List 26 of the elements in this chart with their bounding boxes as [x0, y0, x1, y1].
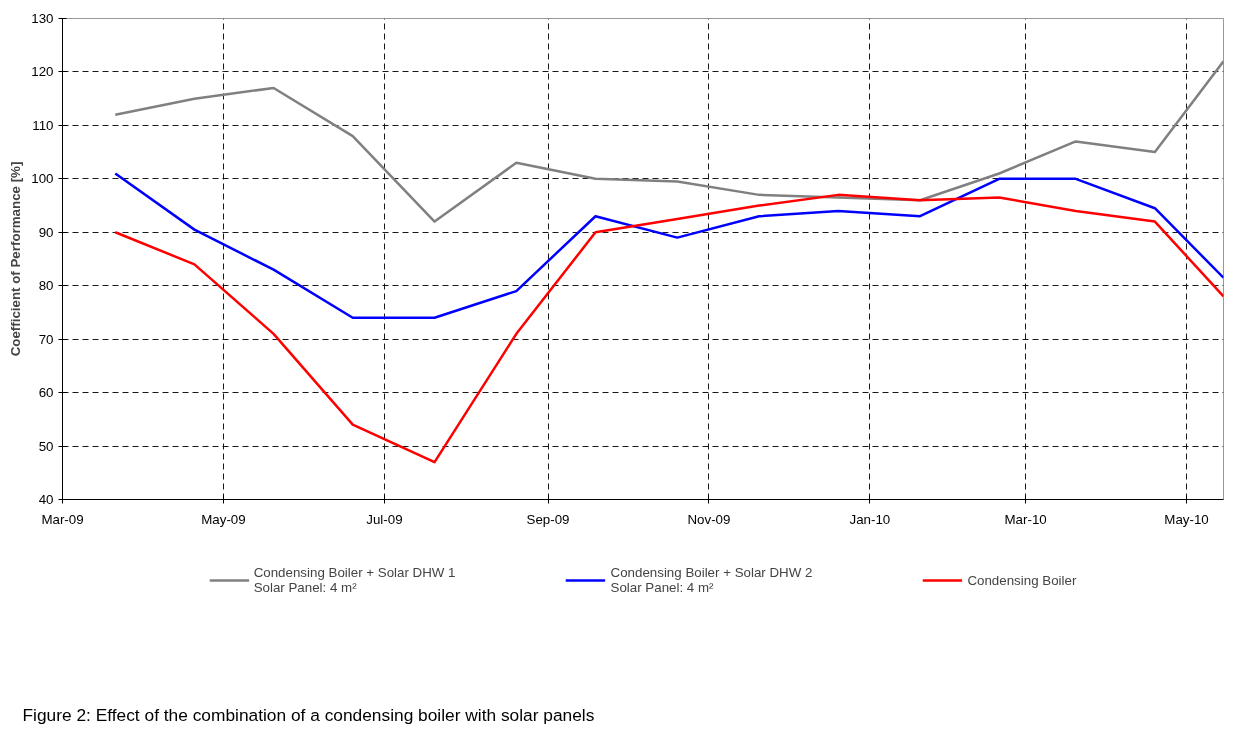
y-tick-label: 120 — [31, 64, 54, 80]
text: Figure 2: Effect of the combination of a condensing boiler with solar panels — [22, 704, 595, 725]
legend-label: Condensing Boiler + Solar DHW 2 Solar Panel: 4 m² — [610, 565, 813, 595]
y-tick-label: 90 — [38, 224, 54, 240]
legend-label: Condensing Boiler — [967, 572, 1077, 588]
x-tick-label: May-09 — [201, 511, 246, 527]
y-tick-label: 130 — [31, 11, 54, 26]
y-axis-title: Coefficient of Performance [%] — [8, 161, 24, 357]
x-tick-label: Jul-09 — [366, 511, 403, 527]
y-tick-label: 70 — [38, 331, 54, 347]
x-tick-label: May-10 — [1164, 511, 1209, 527]
x-tick-label: Sep-09 — [526, 511, 570, 527]
y-tick-label: 110 — [32, 117, 54, 133]
y-tick-label: 50 — [38, 438, 54, 454]
x-tick-label: Jan-10 — [849, 511, 891, 527]
line-series — [114, 60, 1224, 223]
line-series — [114, 193, 1224, 464]
legend-label: Condensing Boiler + Solar DHW 1 Solar Panel: 4 m² — [253, 565, 456, 595]
y-tick-label: 80 — [38, 278, 54, 294]
y-tick-label: 100 — [31, 171, 54, 187]
x-tick-label: Mar-09 — [41, 511, 84, 527]
y-tick-label: 40 — [38, 492, 54, 507]
line-series — [114, 172, 1224, 320]
y-tick-label: 60 — [38, 385, 54, 401]
x-tick-label: Nov-09 — [687, 511, 731, 527]
x-tick-label: Mar-10 — [1004, 511, 1047, 527]
